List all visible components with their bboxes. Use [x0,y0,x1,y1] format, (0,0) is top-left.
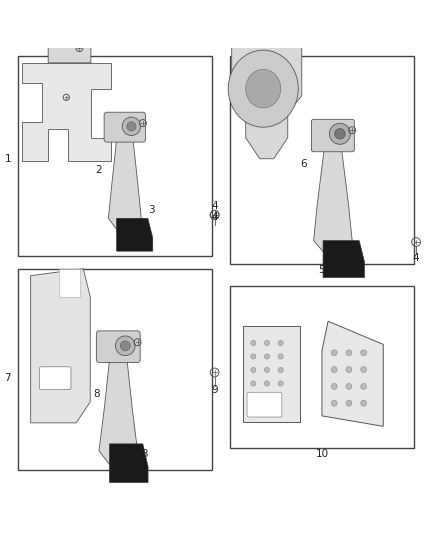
Circle shape [329,123,350,144]
Circle shape [278,381,283,386]
Circle shape [346,383,352,390]
Text: 3: 3 [148,205,155,215]
Bar [230,56,414,264]
Text: 5: 5 [318,264,325,274]
Circle shape [116,336,135,356]
Text: 8: 8 [93,389,100,399]
Polygon shape [239,0,281,26]
Circle shape [120,341,130,351]
Circle shape [265,367,269,373]
Text: 9: 9 [211,385,218,395]
Circle shape [335,128,345,139]
Polygon shape [322,321,383,426]
Text: 2: 2 [95,165,102,175]
Circle shape [331,350,337,356]
Circle shape [265,354,269,359]
Polygon shape [59,269,80,297]
Circle shape [127,122,136,131]
Circle shape [278,341,283,345]
Text: 10: 10 [315,449,328,458]
Text: 4: 4 [211,201,218,211]
Polygon shape [48,33,91,63]
Text: 7: 7 [4,373,11,383]
Bar [230,286,414,448]
Polygon shape [117,219,153,251]
Polygon shape [314,150,352,255]
Circle shape [251,381,256,386]
Circle shape [265,341,269,345]
Polygon shape [110,444,148,482]
Circle shape [251,341,256,345]
Circle shape [346,350,352,356]
Polygon shape [232,26,302,159]
FancyBboxPatch shape [311,119,354,152]
Bar [243,326,300,422]
Circle shape [265,381,269,386]
Bar [18,269,212,470]
Text: 4: 4 [413,253,420,263]
Circle shape [278,354,283,359]
Circle shape [360,350,367,356]
Polygon shape [323,241,364,278]
Text: 6: 6 [300,159,307,168]
Ellipse shape [228,50,298,127]
FancyBboxPatch shape [39,367,71,390]
Polygon shape [108,140,141,231]
Polygon shape [31,269,90,423]
FancyBboxPatch shape [247,392,282,417]
Circle shape [331,383,337,390]
Circle shape [360,400,367,406]
Polygon shape [22,63,110,161]
Ellipse shape [246,69,281,108]
Circle shape [360,383,367,390]
Circle shape [331,367,337,373]
FancyBboxPatch shape [104,112,145,142]
Circle shape [360,367,367,373]
Circle shape [346,400,352,406]
Text: 3: 3 [141,449,148,459]
Circle shape [346,367,352,373]
Circle shape [122,117,141,135]
FancyBboxPatch shape [96,331,140,362]
Bar [18,56,212,255]
Circle shape [278,367,283,373]
Circle shape [331,400,337,406]
Circle shape [251,354,256,359]
Text: 4: 4 [211,212,218,222]
Polygon shape [99,360,138,467]
Text: 1: 1 [4,154,11,164]
Circle shape [251,367,256,373]
